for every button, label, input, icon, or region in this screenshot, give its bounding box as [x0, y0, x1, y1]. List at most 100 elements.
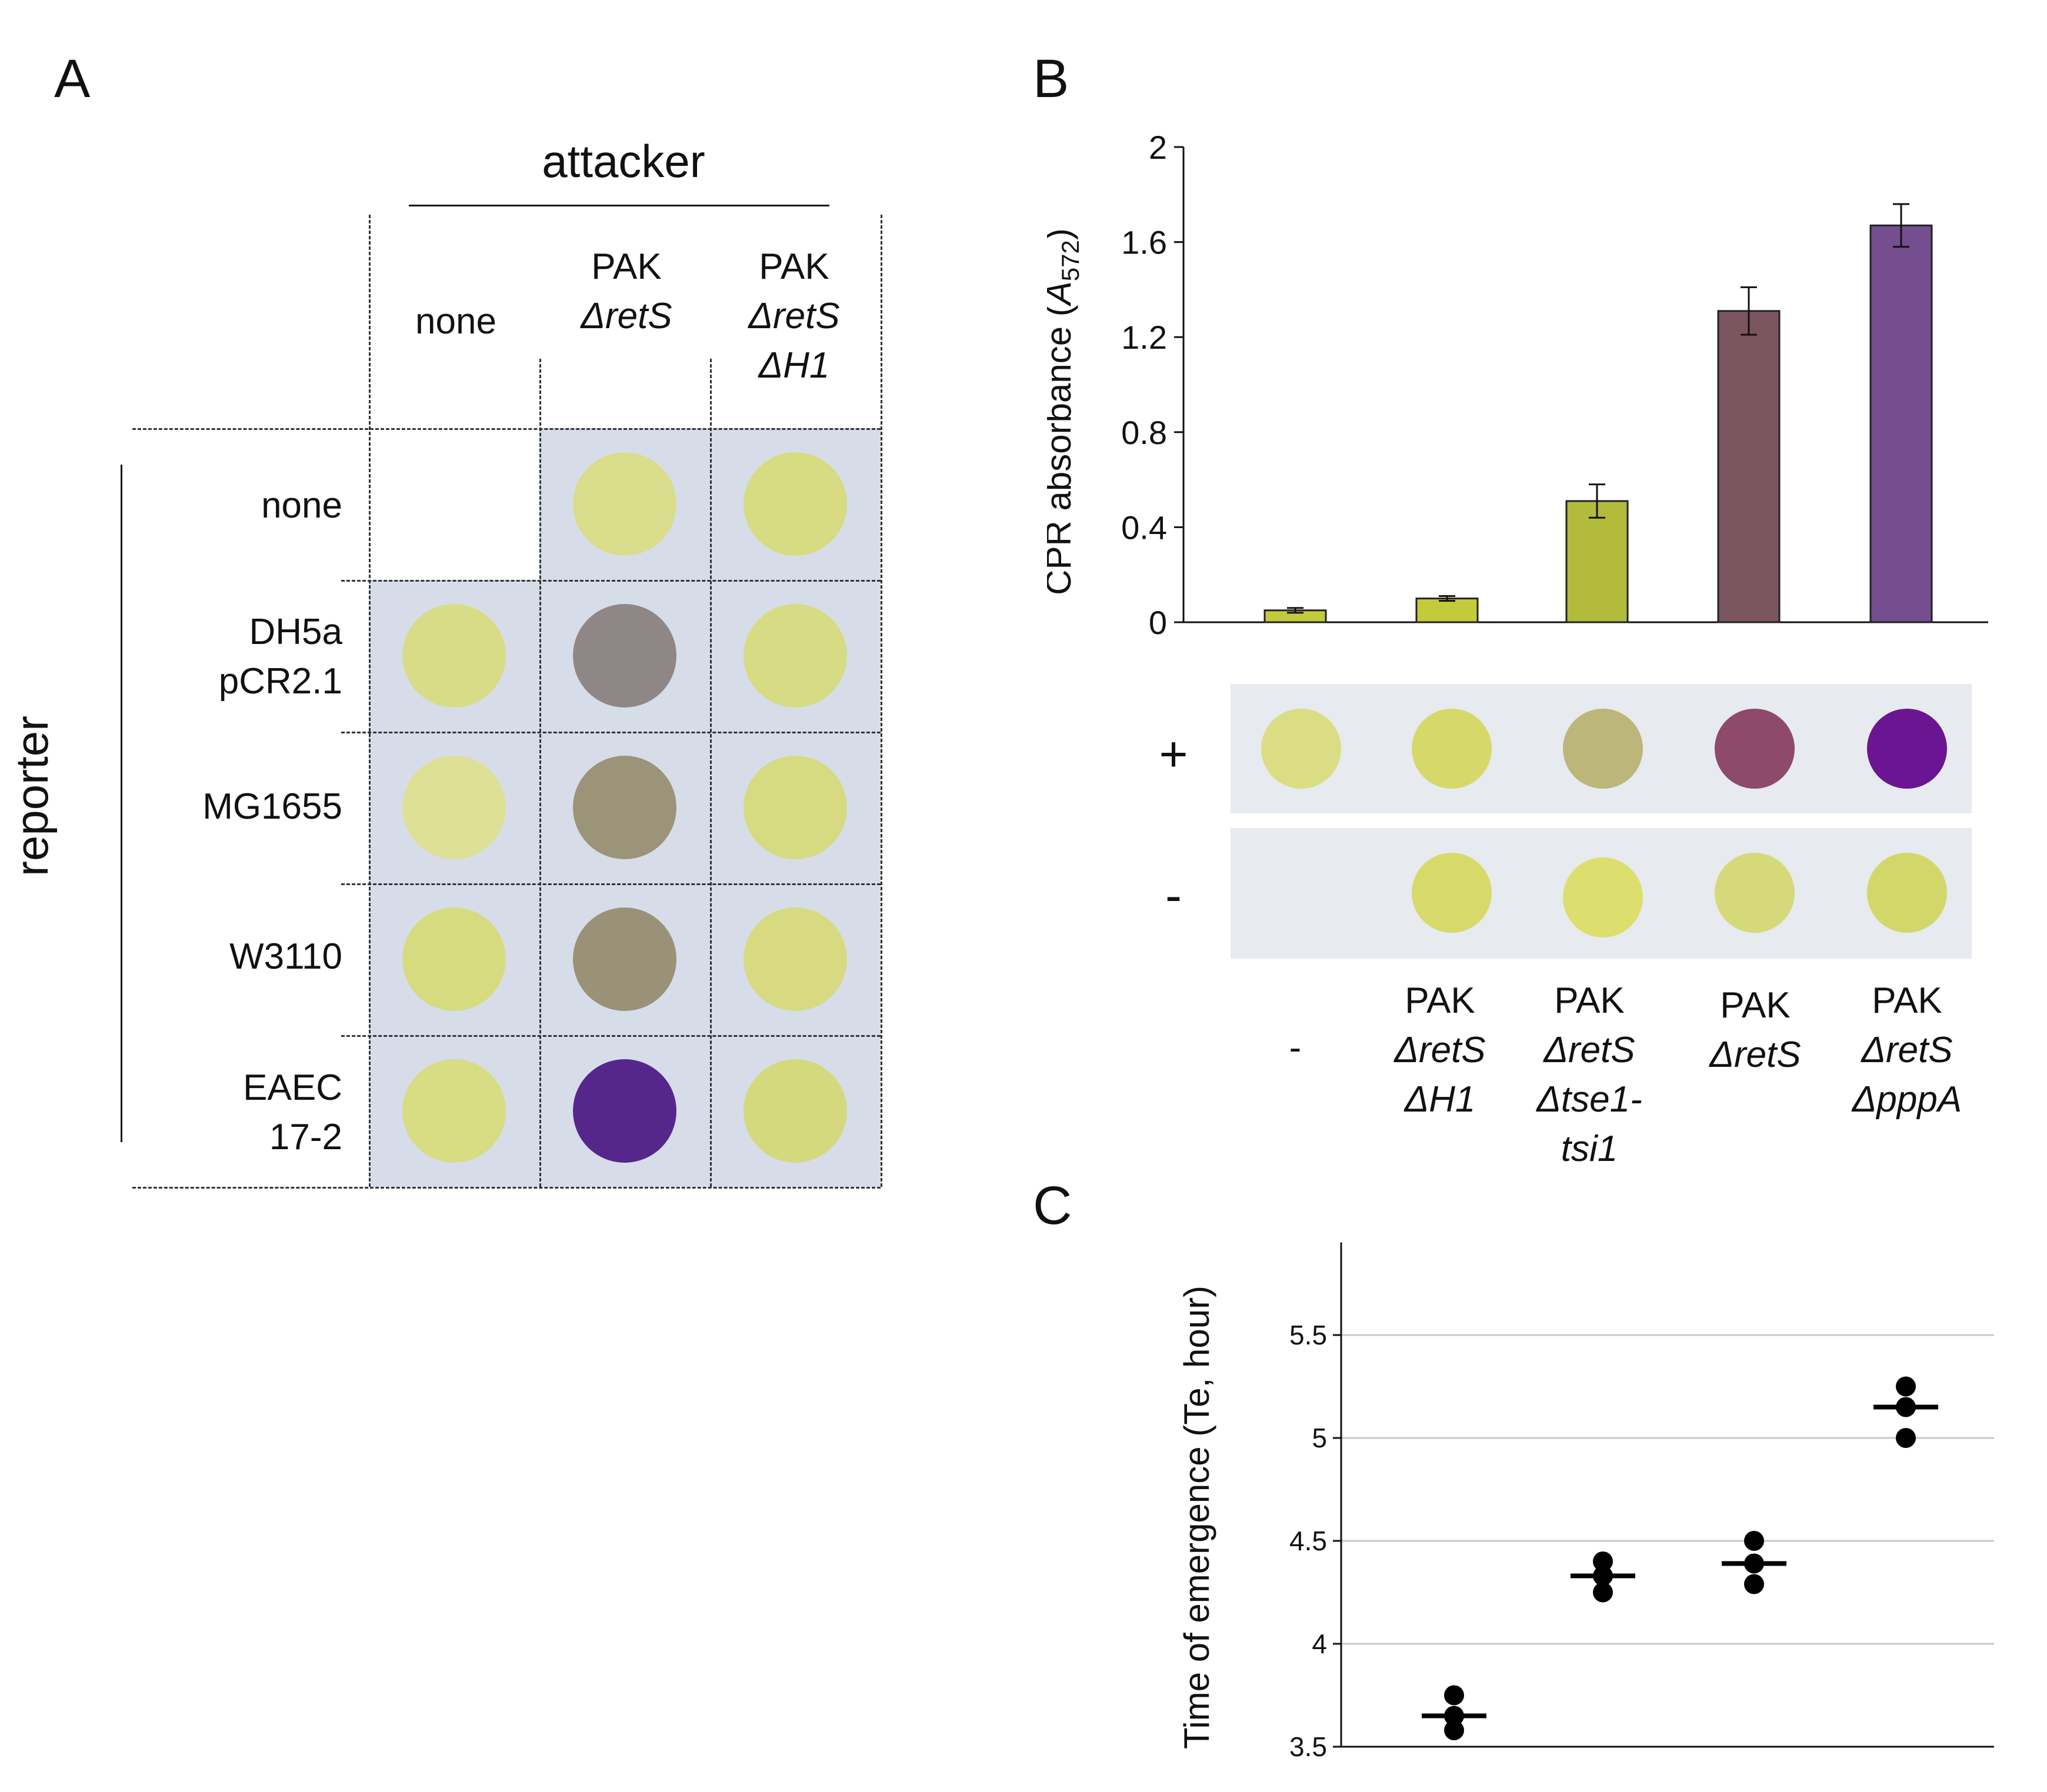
category-label-line: ΔpppA: [1852, 1079, 1962, 1120]
bar-y-tick-label: 0.4: [1121, 509, 1167, 546]
category-label-line: -: [1289, 1027, 1302, 1068]
dot-chart: Time of emergence (Te, hour) 3.5 4 4.5 5 5.5: [1177, 1242, 1994, 1762]
attacker-bracket-line: [409, 205, 829, 206]
spot-cell: [710, 580, 881, 732]
colony-spot: [1261, 709, 1341, 789]
colony-spot: [573, 604, 676, 708]
bar-y-tick-label: 1.2: [1121, 319, 1167, 356]
row-header-line: W3110: [229, 936, 342, 977]
spot-cell: [539, 883, 710, 1035]
colony-spot: [744, 907, 847, 1011]
colony-spot: [1715, 709, 1795, 789]
bar-y-tick-label: 0.8: [1121, 414, 1167, 451]
spot-cell: [369, 732, 539, 883]
dot-y-tick-label: 5: [1312, 1423, 1327, 1453]
row-header-none: none: [153, 481, 342, 530]
row-header-line: EAEC: [243, 1067, 342, 1108]
colony-spot: [573, 756, 676, 859]
spot-cell: [710, 732, 881, 883]
reporter-label-wrap: reporter: [6, 715, 66, 876]
colony-spot: [1867, 853, 1947, 933]
category-label-line: PAK: [1554, 980, 1625, 1021]
dot-y-tick-label: 3.5: [1289, 1731, 1327, 1762]
data-point: [1593, 1551, 1613, 1571]
colony-spot: [1715, 853, 1795, 933]
colony-spot: [1563, 709, 1643, 789]
row-header-line: DH5a: [249, 612, 342, 652]
spot-cell: [369, 428, 539, 580]
category-label: PAK ΔretS ΔH1: [1363, 976, 1516, 1124]
col-header-line: ΔretS: [581, 296, 672, 336]
panel-c-label: C: [1033, 1176, 1072, 1236]
category-label-line: Δtse1-: [1536, 1079, 1642, 1120]
bar-y-tick-label: 1.6: [1121, 224, 1167, 261]
spot-cell: [369, 580, 539, 732]
row-header-w3110: W3110: [153, 932, 342, 982]
data-point: [1896, 1428, 1916, 1448]
plus-strip: [1231, 684, 1972, 813]
colony-spot: [1563, 857, 1643, 937]
data-point: [1896, 1376, 1916, 1397]
colony-spot: [744, 756, 847, 859]
plus-label: +: [1159, 726, 1188, 782]
category-label-line: PAK: [1405, 980, 1475, 1021]
bar: [1415, 598, 1479, 623]
spot-cell: [710, 428, 881, 580]
row-header-line: none: [261, 485, 342, 526]
grid-line: [341, 732, 881, 733]
colony-spot: [1867, 709, 1947, 789]
data-point: [1444, 1720, 1464, 1740]
colony-spot: [744, 1059, 847, 1163]
spot-cell: [539, 580, 710, 732]
spot-cell: [710, 883, 881, 1035]
reporter-bracket-line: [121, 465, 122, 1142]
spot-cell: [369, 883, 539, 1035]
grid-line: [881, 215, 882, 1187]
col-header-pak-rets-h1: PAK ΔretS ΔH1: [709, 242, 879, 391]
bar-y-tick-label: 0: [1149, 604, 1167, 641]
bar: [1565, 500, 1629, 623]
bar-y-axis: 0 0.4 0.8 1.2 1.6 2: [1121, 129, 1988, 641]
reporter-label: reporter: [6, 715, 58, 876]
colony-spot: [744, 604, 847, 708]
grid-line: [369, 215, 371, 1187]
grid-line: [341, 580, 881, 582]
bar: [1869, 224, 1933, 623]
category-label-line: ΔretS: [1394, 1030, 1486, 1070]
category-label-line: PAK: [1720, 985, 1791, 1026]
col-header-pak-rets: PAK ΔretS: [541, 242, 712, 341]
bar-y-axis-label: CPR absorbance (A572): [1047, 228, 1084, 595]
colony-spot: [402, 907, 506, 1011]
colony-spot: [573, 1059, 676, 1163]
row-header-line: 17-2: [269, 1117, 342, 1157]
row-header-mg1655: MG1655: [153, 782, 342, 832]
panel-a-label: A: [54, 49, 91, 109]
category-label-line: ΔretS: [1861, 1030, 1953, 1070]
colony-spot: [1412, 853, 1492, 933]
category-label-line: tsi1: [1561, 1129, 1618, 1169]
col-header-line: PAK: [591, 246, 662, 287]
colony-spot: [573, 452, 676, 556]
colony-spot: [573, 907, 676, 1011]
category-label: PAK ΔretS Δtse1- tsi1: [1513, 976, 1666, 1174]
dot-y-tick-label: 4: [1312, 1629, 1327, 1659]
colony-spot: [1412, 709, 1492, 789]
row-header-eaec: EAEC 17-2: [153, 1063, 342, 1162]
spot-cell: [369, 1035, 539, 1187]
panel-b-label: B: [1033, 49, 1069, 109]
grid-line: [539, 359, 541, 1187]
col-header-line: ΔH1: [758, 345, 830, 386]
spot-cell: [539, 428, 710, 580]
dot-y-axis-label: Time of emergence (Te, hour): [1177, 1286, 1216, 1749]
colony-spot: [402, 1059, 506, 1163]
grid-line: [710, 359, 712, 1187]
row-header-line: MG1655: [202, 786, 342, 827]
dot-y-tick-label: 5.5: [1289, 1320, 1327, 1350]
col-header-line: none: [415, 301, 496, 342]
bar-y-tick-label: 2: [1149, 129, 1167, 166]
grid-line: [341, 1035, 881, 1037]
category-label-line: PAK: [1872, 980, 1942, 1021]
bar-marks: [1263, 203, 1933, 623]
category-label-line: ΔretS: [1709, 1035, 1801, 1075]
col-header-none: none: [371, 297, 541, 346]
